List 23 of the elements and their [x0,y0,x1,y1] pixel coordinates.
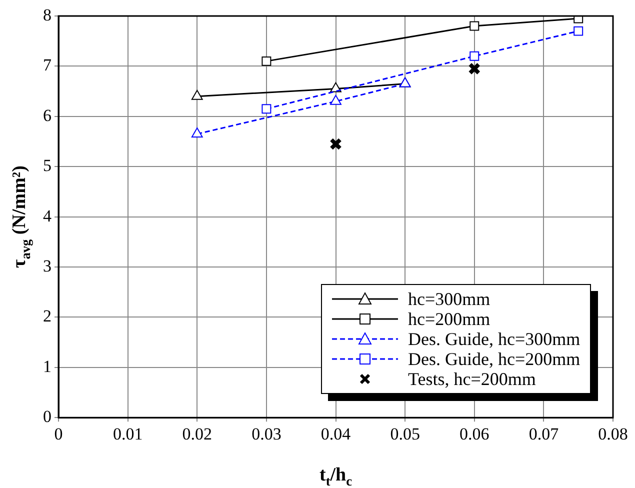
y-tick-label: 5 [43,156,52,176]
x-tick-label: 0.08 [598,424,628,444]
legend-label: hc=200mm [408,308,490,329]
x-tick-label: 0.02 [182,424,212,444]
y-tick-label: 4 [43,206,52,226]
legend-label: Tests, hc=200mm [408,368,536,389]
y-tick-label: 0 [43,407,52,426]
y-tick-label: 6 [43,106,52,125]
x-tick-label: 0.03 [252,424,282,444]
y-tick-label: 7 [43,56,52,75]
y-tick-label: 2 [43,306,52,326]
x-tick-label: 0.06 [460,424,490,444]
y-tick-label: 8 [43,5,52,24]
legend-label: Des. Guide, hc=300mm [408,328,580,349]
x-tick-label: 0.04 [320,424,352,444]
legend-label: Des. Guide, hc=200mm [408,348,580,369]
x-tick-label: 0.01 [112,424,143,444]
x-tick-label: 0.05 [390,424,420,444]
y-tick-label: 1 [43,356,52,376]
y-axis-title: τavg (N/mm²) [8,166,34,268]
x-tick-label: 0.07 [528,424,560,444]
legend-label: hc=300mm [408,288,490,309]
y-tick-label: 3 [43,256,52,276]
